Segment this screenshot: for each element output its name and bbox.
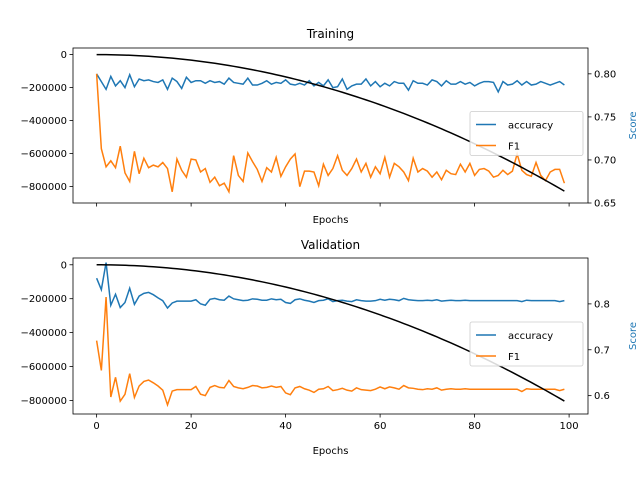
validation-ytick-label: −600000: [20, 362, 67, 373]
training-y2tick-label: 0.65: [594, 199, 616, 210]
training-legend: accuracy F1: [469, 111, 584, 156]
training-title: Training: [306, 27, 354, 41]
validation-y2tick-label: 0.7: [594, 345, 610, 356]
validation-legend-f1-label: F1: [508, 352, 520, 363]
training-ytick-label: −600000: [20, 149, 67, 160]
training-ytick-label: 0: [61, 50, 67, 61]
training-y2tick-label: 0.80: [594, 69, 616, 80]
training-ytick-label: −200000: [20, 83, 67, 94]
validation-legend-box: [469, 321, 584, 367]
validation-xtick-label: 20: [185, 421, 198, 432]
validation-y2-axis-label: Score: [628, 322, 639, 350]
training-ytick-label: −800000: [20, 182, 67, 193]
validation-xlabel: Epochs: [313, 446, 349, 457]
validation-ytick-label: −800000: [20, 396, 67, 407]
validation-ytick-label: −400000: [20, 328, 67, 339]
training-y2tick-label: 0.70: [594, 155, 616, 166]
validation-xtick-label: 60: [374, 421, 387, 432]
training-axes-frame: [72, 47, 589, 204]
validation-xtick-label: 40: [279, 421, 292, 432]
training-f1-line: [95, 73, 566, 195]
training-legend-accuracy-label: accuracy: [508, 121, 553, 132]
validation-y2tick-label: 0.8: [594, 299, 610, 310]
validation-axes-frame: [72, 257, 589, 415]
training-legend-box: [469, 111, 584, 156]
validation-legend: accuracy F1: [469, 321, 584, 367]
validation-legend-accuracy-label: accuracy: [508, 331, 553, 342]
validation-ytick-label: −200000: [20, 294, 67, 305]
validation-y2tick-label: 0.6: [594, 391, 610, 402]
validation-accuracy-line: [95, 262, 565, 310]
validation-f1-line: [95, 296, 565, 408]
training-y2tick-label: 0.75: [594, 112, 616, 123]
training-ytick-label: −400000: [20, 116, 67, 127]
validation-xtick-label: 100: [560, 421, 579, 432]
validation-ytick-label: 0: [61, 260, 67, 271]
training-panel: Training Epochs 0 −200000 −400000 −600000 −8…: [20, 27, 639, 226]
validation-xtick-label: 0: [93, 421, 99, 432]
training-legend-f1-label: F1: [508, 142, 520, 153]
training-accuracy-line: [95, 72, 565, 94]
validation-panel: Validation Epochs 0 −200000 −400000 −600000…: [20, 238, 639, 457]
validation-title: Validation: [301, 238, 360, 252]
validation-xtick-label: 80: [468, 421, 481, 432]
training-y2-axis-label: Score: [628, 111, 639, 139]
training-xlabel: Epochs: [313, 215, 349, 226]
